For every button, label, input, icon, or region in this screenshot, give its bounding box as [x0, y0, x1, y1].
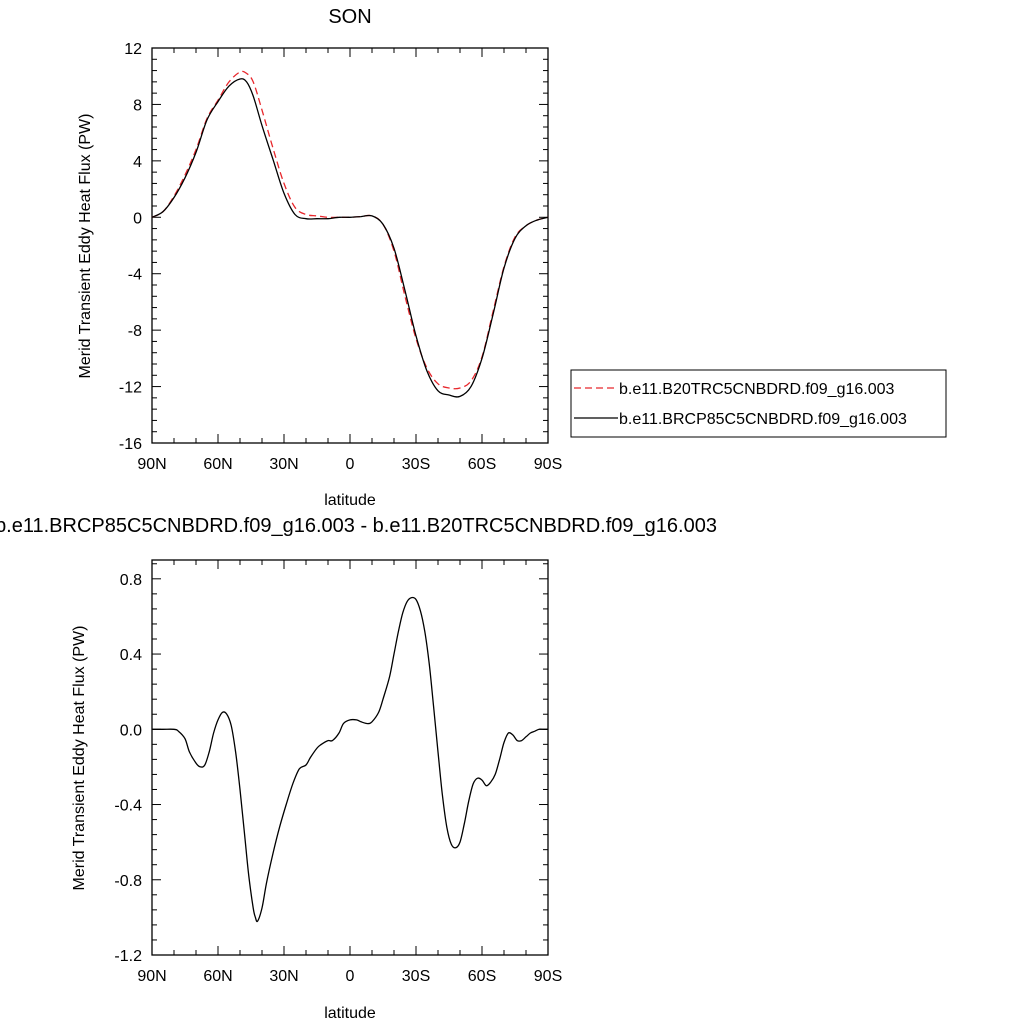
- bottom-plot-frame: [151, 559, 549, 956]
- bottom-xtick-label: 60N: [203, 968, 232, 985]
- bottom-xtick-label: 30S: [402, 968, 430, 985]
- bottom-ytick-label: 0.4: [120, 647, 142, 664]
- top-ytick-label: 0: [133, 210, 142, 227]
- bottom-series-line-0: [152, 596, 548, 923]
- top-xtick-label: 30N: [269, 456, 298, 473]
- top-xtick-label: 90N: [137, 456, 166, 473]
- legend-label-red: b.e11.B20TRC5CNBDRD.f09_g16.003: [619, 381, 895, 398]
- top-xtick-label: 30S: [402, 456, 430, 473]
- legend-label-black: b.e11.BRCP85C5CNBDRD.f09_g16.003: [619, 411, 907, 428]
- top-xtick-label: 60S: [468, 456, 496, 473]
- bottom-panel: 90N 60N 30N 0 30S 60S 90S 0.8 0.4 0.0 -0.4 -0.8 -1.2: [114, 559, 562, 985]
- bottom-ytick-label: 0.8: [120, 572, 142, 589]
- bottom-panel-ylabel: Merid Transient Eddy Heat Flux (PW): [71, 626, 88, 891]
- bottom-xtick-label: 0: [346, 968, 355, 985]
- bottom-ytick-label: -0.4: [114, 798, 142, 815]
- top-panel: 90N 60N 30N 0 30S 60S 90S 12 8 4 0 -4 -8 -12 -16: [119, 41, 562, 473]
- top-series-line-1: [151, 78, 549, 398]
- legend-box: [570, 369, 947, 438]
- top-ytick-label: -12: [119, 380, 142, 397]
- bottom-ytick-label: -0.8: [114, 873, 142, 890]
- bottom-ytick-label: 0.0: [120, 722, 142, 739]
- top-ytick-label: -8: [128, 323, 142, 340]
- bottom-panel-xlabel: latitude: [324, 1005, 376, 1022]
- bottom-xtick-label: 90S: [534, 968, 562, 985]
- top-panel-ylabel: Merid Transient Eddy Heat Flux (PW): [77, 114, 94, 379]
- top-xtick-label: 0: [346, 456, 355, 473]
- top-ytick-label: 12: [124, 41, 142, 58]
- top-ytick-label: 8: [133, 97, 142, 114]
- top-ytick-label: -16: [119, 436, 142, 453]
- bottom-xtick-label: 60S: [468, 968, 496, 985]
- top-panel-xlabel: latitude: [324, 492, 376, 509]
- top-series-line-0: [151, 70, 549, 390]
- top-panel-title: SON: [328, 6, 371, 28]
- legend: b.e11.B20TRC5CNBDRD.f09_g16.003 b.e11.BR…: [570, 369, 947, 438]
- top-xtick-label: 90S: [534, 456, 562, 473]
- bottom-xtick-label: 30N: [269, 968, 298, 985]
- top-xtick-label: 60N: [203, 456, 232, 473]
- top-ytick-label: 4: [133, 154, 142, 171]
- bottom-xtick-label: 90N: [137, 968, 166, 985]
- top-plot-frame: [151, 47, 549, 444]
- bottom-panel-title: b.e11.BRCP85C5CNBDRD.f09_g16.003 - b.e11…: [0, 515, 717, 537]
- bottom-ytick-label: -1.2: [114, 948, 142, 965]
- top-ytick-label: -4: [128, 267, 142, 284]
